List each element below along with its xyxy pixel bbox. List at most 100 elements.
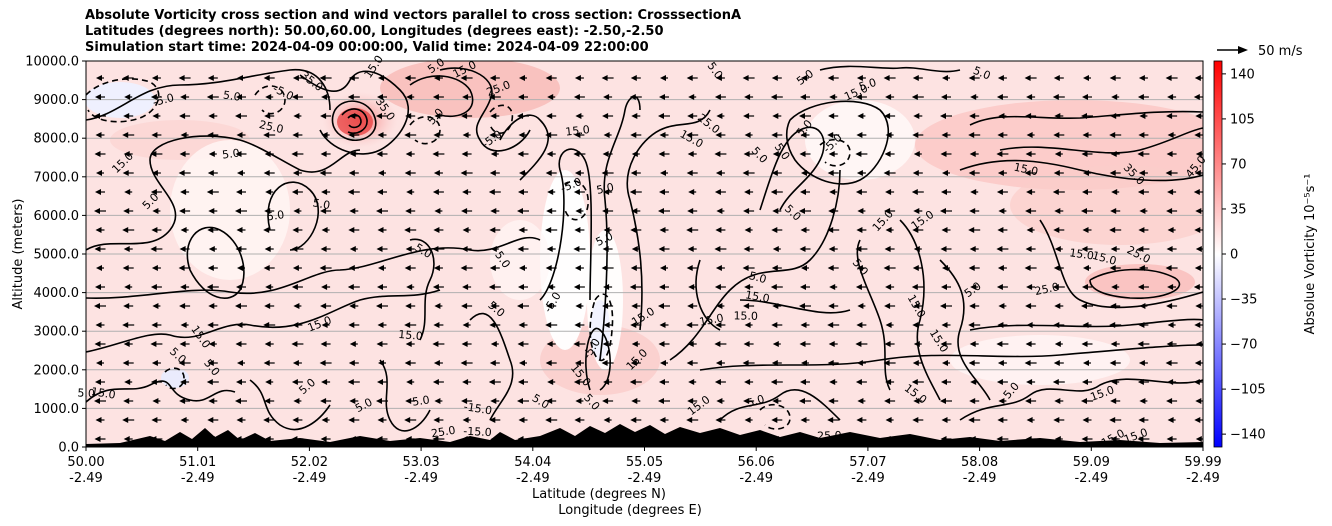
- contour-label: 5.0: [595, 181, 615, 197]
- contour-line: [439, 67, 531, 152]
- wind-vector: [434, 208, 443, 214]
- wind-vector: [941, 284, 951, 290]
- wind-vector: [208, 303, 218, 309]
- wind-vector: [855, 284, 867, 290]
- wind-vector: [1026, 189, 1036, 195]
- wind-vector: [1083, 360, 1091, 366]
- wind-vector: [1024, 265, 1037, 271]
- wind-vector: [714, 189, 726, 195]
- wind-vector: [291, 341, 304, 347]
- y-tick-label: 1000.0: [34, 402, 80, 417]
- wind-vector: [460, 360, 473, 366]
- wind-vector: [885, 417, 894, 423]
- wind-vector: [432, 436, 445, 442]
- wind-vector: [235, 151, 247, 157]
- wind-vector: [828, 398, 839, 404]
- wind-vector: [912, 322, 924, 328]
- wind-vector: [96, 170, 104, 176]
- wind-vector: [941, 417, 951, 423]
- wind-vector: [433, 322, 444, 328]
- contour-line: [959, 159, 1203, 182]
- wind-vector: [659, 284, 669, 290]
- wind-vector: [573, 341, 586, 347]
- wind-vector: [180, 94, 190, 100]
- colorbar-body: [1214, 61, 1221, 447]
- wind-vector: [884, 398, 896, 404]
- wind-vector: [236, 417, 246, 423]
- wind-vector: [573, 189, 585, 195]
- wind-vector: [178, 170, 191, 176]
- wind-vector: [348, 170, 359, 176]
- wind-vector: [688, 284, 697, 290]
- wind-vector: [320, 303, 332, 309]
- wind-vector: [94, 113, 106, 119]
- y-tick-label: 4000.0: [34, 286, 80, 301]
- negative-contours: [86, 78, 851, 430]
- wind-vector: [1195, 341, 1203, 347]
- wind-vector: [1025, 436, 1036, 442]
- wind-vector: [123, 436, 133, 442]
- wind-vector: [265, 379, 274, 385]
- wind-vector: [207, 132, 219, 138]
- contour-line: [695, 259, 721, 331]
- wind-vector: [1166, 246, 1177, 252]
- wind-vector: [771, 170, 782, 176]
- contour-line: [379, 359, 431, 432]
- wind-vector: [716, 398, 725, 404]
- wind-vector: [152, 398, 161, 404]
- wind-vector: [799, 113, 811, 119]
- wind-vector: [1081, 246, 1093, 252]
- contour-label: 5.0: [411, 393, 430, 408]
- wind-vector: [347, 379, 360, 385]
- wind-vector: [405, 246, 415, 252]
- wind-vector: [828, 151, 838, 157]
- contour-line-negative: [819, 138, 851, 167]
- wind-vector: [855, 341, 868, 347]
- wind-vector: [433, 227, 444, 233]
- wind-vector: [771, 75, 782, 81]
- wind-vector: [742, 360, 755, 366]
- wind-vector: [545, 265, 557, 271]
- wind-vector: [1052, 94, 1065, 100]
- colorbar-ticks: −140 −105 −70 −35 0 35 70 105 140: [1222, 67, 1266, 443]
- wind-vector: [122, 322, 135, 328]
- wind-vector: [265, 284, 274, 290]
- wind-vector: [687, 398, 698, 404]
- wind-vector: [264, 436, 274, 442]
- wind-vectors: [94, 75, 1203, 442]
- wind-vector: [518, 132, 528, 138]
- wind-vector: [827, 170, 839, 176]
- contour-line: [899, 219, 941, 401]
- wind-vector: [996, 189, 1008, 195]
- wind-vector: [319, 265, 332, 271]
- wind-vector: [940, 436, 952, 442]
- wind-vector: [208, 151, 217, 157]
- contour-line-negative: [86, 78, 160, 123]
- wind-vector: [347, 189, 360, 195]
- contour-label: 5.0: [971, 64, 992, 83]
- wind-vector: [1109, 227, 1122, 233]
- wind-vector: [714, 94, 726, 100]
- wind-vector: [996, 94, 1008, 100]
- wind-vector: [1139, 398, 1148, 404]
- wind-vector: [1110, 303, 1121, 309]
- wind-vector: [293, 208, 302, 214]
- wind-vector: [969, 113, 980, 119]
- wind-vector: [517, 208, 529, 214]
- colorbar-tick-label: 70: [1230, 157, 1247, 172]
- wind-vector: [462, 379, 472, 385]
- wind-vector: [1166, 208, 1178, 214]
- wind-vector: [743, 246, 754, 252]
- wind-vector: [1110, 113, 1121, 119]
- wind-vector: [855, 246, 868, 252]
- wind-vector: [518, 189, 528, 195]
- wind-vector: [179, 303, 191, 309]
- wind-vector: [378, 75, 386, 81]
- contour-line: [409, 75, 474, 117]
- wind-vector: [856, 417, 867, 423]
- contour-line: [856, 239, 891, 391]
- wind-vector: [573, 151, 586, 157]
- wind-vector: [913, 436, 922, 442]
- wind-vector: [630, 360, 641, 366]
